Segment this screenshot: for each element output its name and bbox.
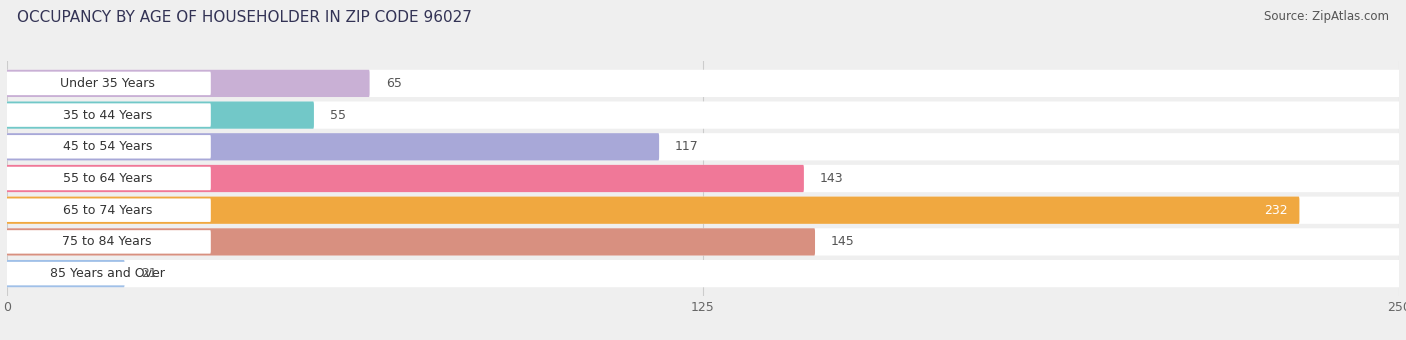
FancyBboxPatch shape	[4, 262, 211, 285]
FancyBboxPatch shape	[7, 197, 1399, 224]
FancyBboxPatch shape	[4, 199, 211, 222]
FancyBboxPatch shape	[7, 101, 1399, 129]
Text: Source: ZipAtlas.com: Source: ZipAtlas.com	[1264, 10, 1389, 23]
Text: 55: 55	[330, 108, 346, 122]
FancyBboxPatch shape	[7, 260, 125, 287]
Text: 55 to 64 Years: 55 to 64 Years	[62, 172, 152, 185]
Text: 65: 65	[385, 77, 402, 90]
Text: 35 to 44 Years: 35 to 44 Years	[63, 108, 152, 122]
FancyBboxPatch shape	[7, 165, 1399, 192]
FancyBboxPatch shape	[7, 133, 1399, 160]
FancyBboxPatch shape	[7, 101, 314, 129]
FancyBboxPatch shape	[7, 260, 1399, 287]
FancyBboxPatch shape	[4, 135, 211, 158]
Text: 75 to 84 Years: 75 to 84 Years	[62, 235, 152, 249]
FancyBboxPatch shape	[4, 103, 211, 127]
Text: Under 35 Years: Under 35 Years	[60, 77, 155, 90]
FancyBboxPatch shape	[7, 165, 804, 192]
FancyBboxPatch shape	[7, 70, 1399, 97]
FancyBboxPatch shape	[7, 197, 1299, 224]
Text: 85 Years and Over: 85 Years and Over	[49, 267, 165, 280]
Text: 45 to 54 Years: 45 to 54 Years	[62, 140, 152, 153]
Text: OCCUPANCY BY AGE OF HOUSEHOLDER IN ZIP CODE 96027: OCCUPANCY BY AGE OF HOUSEHOLDER IN ZIP C…	[17, 10, 472, 25]
FancyBboxPatch shape	[4, 230, 211, 254]
Text: 65 to 74 Years: 65 to 74 Years	[62, 204, 152, 217]
Text: 117: 117	[675, 140, 699, 153]
FancyBboxPatch shape	[7, 133, 659, 160]
FancyBboxPatch shape	[7, 228, 1399, 256]
Text: 21: 21	[141, 267, 156, 280]
Text: 232: 232	[1264, 204, 1288, 217]
FancyBboxPatch shape	[4, 72, 211, 95]
FancyBboxPatch shape	[7, 70, 370, 97]
Text: 145: 145	[831, 235, 855, 249]
Text: 143: 143	[820, 172, 844, 185]
FancyBboxPatch shape	[7, 228, 815, 256]
FancyBboxPatch shape	[4, 167, 211, 190]
